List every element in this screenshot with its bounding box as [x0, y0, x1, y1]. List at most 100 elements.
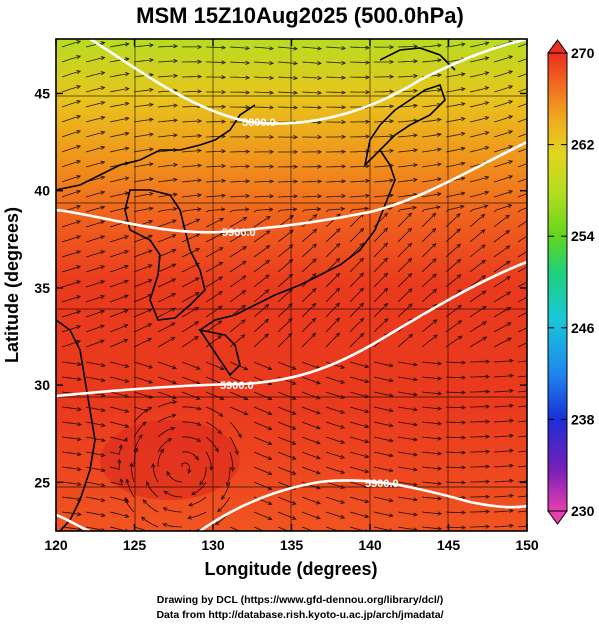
- streamline: [133, 163, 153, 168]
- streamline-arrowhead: [485, 389, 491, 394]
- streamline-arrowhead: [485, 509, 491, 514]
- streamline: [205, 276, 223, 288]
- streamline: [85, 421, 105, 427]
- streamline: [109, 309, 129, 318]
- streamline: [205, 291, 223, 303]
- streamline-arrowhead: [171, 249, 177, 253]
- streamline: [493, 175, 513, 183]
- streamline-arrowhead: [460, 72, 466, 77]
- streamline: [229, 231, 247, 243]
- streamline-arrowhead: [485, 494, 491, 499]
- streamline-arrowhead: [241, 290, 247, 295]
- streamline: [109, 294, 129, 303]
- streamline: [421, 288, 437, 303]
- streamline: [85, 295, 105, 303]
- streamline-arrowhead: [389, 74, 395, 79]
- streamline-arrowhead: [460, 176, 466, 181]
- streamline: [85, 496, 105, 502]
- streamline: [470, 481, 490, 483]
- streamline: [61, 175, 81, 183]
- streamline-arrowhead: [364, 379, 370, 384]
- streamline-arrowhead: [437, 73, 443, 78]
- streamline-arrowhead: [505, 230, 511, 235]
- streamline: [325, 258, 340, 273]
- streamline: [469, 336, 487, 348]
- streamline-arrowhead: [389, 59, 395, 65]
- streamline: [85, 101, 105, 108]
- streamline: [445, 406, 466, 408]
- streamline-arrowhead: [437, 451, 443, 456]
- streamline-arrowhead: [124, 101, 130, 107]
- streamline-arrowhead: [288, 259, 294, 264]
- streamline-arrowhead: [148, 234, 153, 239]
- streamline: [325, 180, 346, 183]
- streamline-arrowhead: [148, 147, 154, 152]
- streamline: [470, 451, 490, 453]
- streamline: [181, 194, 202, 198]
- streamline-arrowhead: [437, 511, 443, 516]
- streamline-arrowhead: [340, 394, 346, 399]
- streamline: [325, 76, 346, 79]
- streamline-arrowhead: [291, 395, 297, 400]
- streamline: [517, 495, 527, 498]
- streamline-arrowhead: [171, 234, 177, 239]
- streamline: [277, 288, 293, 303]
- streamline-arrowhead: [483, 204, 489, 209]
- streamline: [325, 526, 340, 531]
- streamline-arrowhead: [456, 274, 462, 279]
- streamline: [109, 88, 129, 93]
- streamline: [191, 481, 207, 495]
- streamline: [205, 208, 225, 213]
- streamline: [445, 320, 462, 333]
- streamline-arrowhead: [269, 61, 275, 66]
- streamline-arrowhead: [291, 515, 297, 520]
- streamline: [157, 119, 178, 123]
- streamline-arrowhead: [456, 243, 462, 249]
- streamline-arrowhead: [149, 102, 154, 107]
- streamline: [397, 421, 418, 426]
- x-tick-label: 120: [44, 537, 68, 553]
- streamline: [85, 131, 105, 138]
- streamline-arrowhead: [100, 205, 106, 210]
- streamline-arrowhead: [340, 454, 346, 459]
- streamline: [397, 75, 418, 78]
- streamline-arrowhead: [507, 204, 513, 209]
- streamline-arrowhead: [124, 235, 130, 240]
- streamline: [61, 235, 81, 243]
- streamline: [325, 421, 345, 429]
- streamline: [205, 165, 226, 168]
- streamline-arrowhead: [413, 73, 419, 79]
- streamline: [109, 58, 129, 63]
- streamline-arrowhead: [509, 478, 515, 483]
- streamline: [157, 104, 178, 108]
- streamline: [205, 195, 226, 198]
- streamline-arrowhead: [532, 70, 536, 73]
- streamline-arrowhead: [219, 366, 225, 370]
- streamline-arrowhead: [171, 278, 177, 283]
- streamline-arrowhead: [460, 117, 466, 122]
- streamline-arrowhead: [199, 480, 204, 486]
- streamline-arrowhead: [196, 207, 202, 212]
- streamline: [349, 195, 370, 198]
- streamline-arrowhead: [171, 413, 177, 418]
- streamline-arrowhead: [245, 193, 251, 199]
- streamline: [445, 192, 465, 198]
- streamline-arrowhead: [316, 440, 321, 445]
- streamline-arrowhead: [76, 295, 82, 300]
- streamline-arrowhead: [437, 466, 443, 471]
- streamline-arrowhead: [265, 274, 270, 279]
- streamline-arrowhead: [413, 407, 418, 412]
- streamline-arrowhead: [148, 364, 154, 369]
- streamline: [349, 451, 369, 458]
- streamline: [157, 75, 178, 78]
- streamline: [133, 338, 152, 348]
- streamline: [397, 134, 418, 138]
- streamline-arrowhead: [267, 516, 273, 520]
- credit-drawing: Drawing by DCL (https://www.gfd-dennou.o…: [157, 594, 443, 606]
- streamline-arrowhead: [187, 468, 192, 474]
- streamline-arrowhead: [217, 429, 222, 435]
- streamline-arrowhead: [436, 162, 442, 167]
- streamline: [301, 91, 322, 94]
- streamline: [301, 195, 322, 198]
- streamline: [517, 220, 527, 228]
